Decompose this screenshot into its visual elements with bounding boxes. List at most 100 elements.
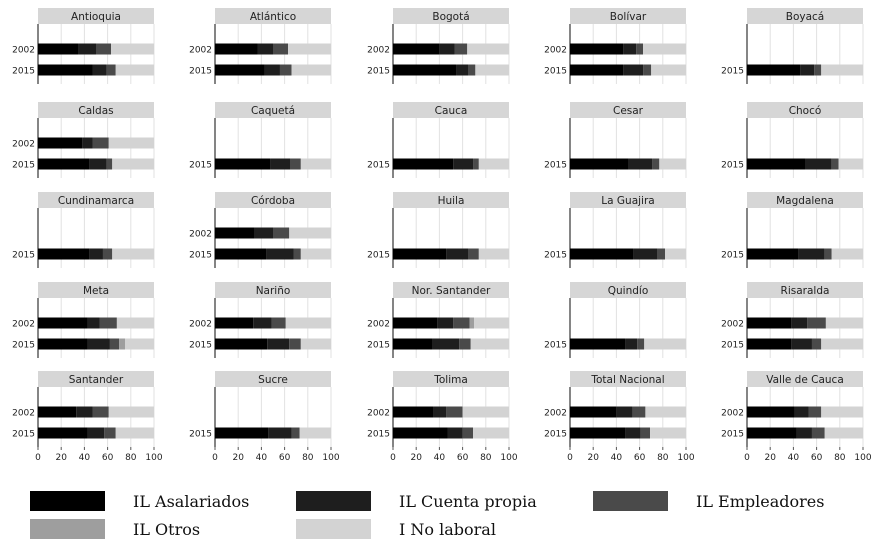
legend-item-empleadores: IL Empleadores	[593, 490, 824, 512]
bar-segment	[570, 427, 626, 439]
bar-segment	[393, 43, 440, 55]
x-tick-label: 0	[567, 453, 573, 463]
bar-segment	[665, 248, 686, 260]
bar-year-label: 2015	[189, 430, 212, 440]
bar-segment	[825, 317, 863, 329]
bar-segment	[747, 248, 799, 260]
bar-year-label: 2015	[721, 67, 744, 77]
bar-segment	[299, 427, 331, 439]
bar-segment	[82, 137, 93, 149]
bar-year-label: 2015	[721, 251, 744, 261]
x-tick-label: 100	[677, 453, 694, 463]
panel-title: Antioquia	[71, 11, 121, 23]
bar-year-label: 2002	[12, 320, 35, 330]
legend-item-cuenta-propia: IL Cuenta propia	[296, 490, 537, 512]
x-tick-label: 100	[145, 453, 162, 463]
bar-year-label: 2002	[367, 320, 390, 330]
bar-segment	[474, 317, 509, 329]
panel-strip	[393, 8, 509, 24]
bar-segment	[38, 43, 79, 55]
x-tick-label: 80	[302, 453, 314, 463]
bar-year-label: 2002	[12, 46, 35, 56]
bar-segment	[640, 427, 651, 439]
bar-segment	[645, 406, 686, 418]
x-tick-label: 20	[55, 453, 67, 463]
bar-segment	[453, 317, 470, 329]
bar-segment	[78, 43, 96, 55]
bar-segment	[747, 427, 797, 439]
bar-segment	[268, 427, 292, 439]
bar-segment	[805, 158, 832, 170]
panel-title: Total Nacional	[590, 374, 664, 386]
bar-segment	[215, 43, 258, 55]
bar-segment	[478, 158, 509, 170]
bar-segment	[831, 158, 839, 170]
bar-year-label: 2002	[544, 409, 567, 419]
bar-segment	[289, 227, 331, 239]
bar-year-label: 2002	[189, 230, 212, 240]
bar-segment	[291, 64, 331, 76]
x-tick-label: 0	[35, 453, 41, 463]
bar-year-label: 2002	[367, 46, 390, 56]
panel-strip	[393, 102, 509, 118]
bar-year-label: 2015	[189, 67, 212, 77]
bar-segment	[794, 406, 809, 418]
bar-segment	[270, 158, 291, 170]
x-tick-label: 40	[434, 453, 446, 463]
bar-segment	[300, 248, 331, 260]
bar-segment	[273, 227, 290, 239]
x-tick-label: 60	[279, 453, 291, 463]
x-tick-label: 100	[500, 453, 517, 463]
bar-segment	[215, 427, 269, 439]
panel-strip	[393, 282, 509, 298]
bar-segment	[285, 317, 331, 329]
panel-title: Bolívar	[610, 11, 647, 23]
legend: IL Asalariados IL Cuenta propia IL Emple…	[0, 480, 871, 540]
bar-segment	[393, 406, 434, 418]
bar-segment	[652, 158, 660, 170]
bar-year-label: 2002	[367, 409, 390, 419]
legend-label: IL Cuenta propia	[399, 491, 537, 511]
bar-year-label: 2002	[189, 320, 212, 330]
bar-year-label: 2015	[189, 251, 212, 261]
bar-year-label: 2002	[544, 46, 567, 56]
bar-segment	[747, 338, 792, 350]
panel-title: Quindío	[608, 285, 649, 297]
bar-segment	[570, 64, 624, 76]
bar-segment	[791, 317, 808, 329]
bar-segment	[643, 64, 652, 76]
panel-title: Boyacá	[786, 11, 824, 23]
bar-segment	[264, 64, 280, 76]
legend-swatch	[593, 491, 668, 511]
bar-segment	[87, 317, 100, 329]
x-tick-label: 40	[788, 453, 800, 463]
bar-year-label: 2015	[367, 161, 390, 171]
bar-year-label: 2015	[189, 341, 212, 351]
bar-year-label: 2002	[721, 320, 744, 330]
bar-segment	[446, 406, 463, 418]
bar-segment	[468, 64, 476, 76]
bar-segment	[87, 427, 105, 439]
x-tick-label: 40	[79, 453, 91, 463]
bar-segment	[473, 427, 509, 439]
panel-title: Nor. Santander	[412, 285, 491, 297]
bar-segment	[257, 43, 273, 55]
bar-segment	[570, 248, 634, 260]
bar-segment	[393, 338, 433, 350]
panel-strip	[747, 102, 863, 118]
panel-strip	[38, 8, 154, 24]
panel-title: Valle de Cauca	[766, 374, 844, 386]
legend-swatch	[30, 519, 105, 539]
bar-segment	[300, 338, 331, 350]
bar-year-label: 2015	[544, 161, 567, 171]
bar-segment	[570, 338, 626, 350]
legend-item-otros: IL Otros	[30, 518, 200, 540]
bar-segment	[215, 338, 268, 350]
panel-strip	[570, 192, 686, 208]
x-tick-label: 80	[834, 453, 846, 463]
x-tick-label: 100	[854, 453, 871, 463]
bar-segment	[112, 158, 154, 170]
bar-segment	[838, 158, 863, 170]
bar-segment	[468, 248, 479, 260]
panel-title: Tolima	[433, 374, 468, 386]
